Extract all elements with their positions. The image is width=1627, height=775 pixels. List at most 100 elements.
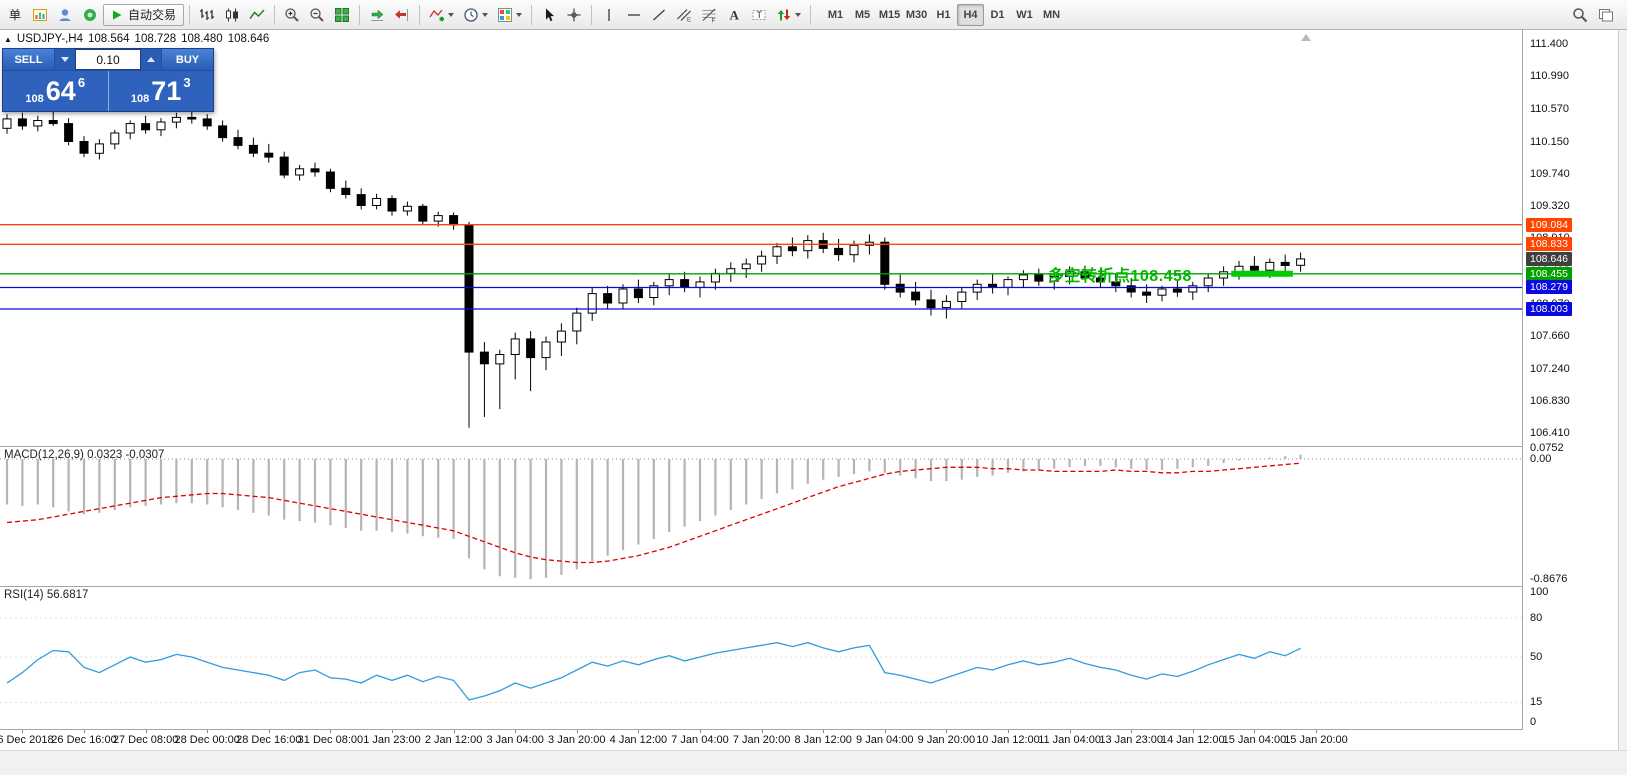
new-order-button[interactable]: 单 — [3, 3, 27, 27]
zoom-in-button[interactable] — [280, 3, 304, 27]
zoom-out-button[interactable] — [305, 3, 329, 27]
arrows-icon — [777, 9, 791, 20]
new-order-label: 单 — [8, 8, 21, 22]
timeframe-w1[interactable]: W1 — [1011, 4, 1038, 26]
panel-separator[interactable] — [0, 446, 1618, 447]
horizontal-line-button[interactable] — [622, 3, 646, 27]
price-badge: 108.833 — [1526, 237, 1572, 252]
volume-increment-button[interactable] — [141, 49, 161, 70]
chevron-down-icon — [516, 12, 523, 17]
macd-scale-tick: -0.8676 — [1530, 573, 1568, 585]
new-window-button[interactable] — [1594, 3, 1618, 27]
time-axis-label: 28 Dec 00:00 — [174, 734, 240, 746]
chart-shift-button[interactable] — [390, 3, 414, 27]
time-tick — [22, 730, 24, 733]
templates-button[interactable] — [493, 3, 526, 27]
timeframe-m15[interactable]: M15 — [876, 4, 903, 26]
bar-chart-button[interactable] — [195, 3, 219, 27]
timeframe-h1[interactable]: H1 — [930, 4, 957, 26]
indicators-button[interactable] — [425, 3, 458, 27]
rsi-panel[interactable]: RSI(14) 56.6817 — [0, 587, 1522, 729]
ask-big-figure: 108 — [130, 93, 150, 105]
time-tick — [1254, 730, 1256, 733]
timeframe-m30[interactable]: M30 — [903, 4, 930, 26]
buy-button[interactable]: BUY — [161, 49, 213, 70]
time-tick — [1069, 730, 1071, 733]
scroll-to-end-marker[interactable] — [1301, 34, 1311, 41]
time-axis-label: 28 Dec 16:00 — [236, 734, 302, 746]
accounts-button[interactable] — [53, 3, 77, 27]
candlestick-chart-button[interactable] — [220, 3, 244, 27]
expert-advisor-icon — [84, 8, 96, 21]
status-bar — [0, 750, 1627, 775]
timeframe-m5[interactable]: M5 — [849, 4, 876, 26]
time-tick — [1192, 730, 1194, 733]
price-badge: 109.084 — [1526, 217, 1572, 232]
rsi-scale-tick: 15 — [1530, 696, 1543, 708]
rsi-canvas[interactable] — [0, 587, 1522, 729]
time-tick — [330, 730, 332, 733]
panel-separator[interactable] — [0, 586, 1618, 587]
search-icon — [1573, 7, 1588, 22]
arrows-tool-button[interactable] — [772, 3, 805, 27]
chevron-up-icon — [147, 57, 155, 62]
rsi-label: RSI(14) 56.6817 — [4, 589, 89, 601]
vertical-scrollbar[interactable] — [1618, 30, 1627, 774]
buy-price-button[interactable]: 108 71 3 — [109, 71, 214, 111]
time-tick — [1008, 730, 1009, 733]
sell-button[interactable]: SELL — [3, 49, 55, 70]
timeframe-mn[interactable]: MN — [1038, 4, 1065, 26]
search-button[interactable] — [1568, 3, 1592, 27]
price-axis[interactable]: 111.400 110.990 110.570 110.150 109.740 109.3… — [1522, 30, 1619, 730]
auto-scroll-button[interactable] — [365, 3, 389, 27]
rsi-scale-tick: 50 — [1530, 651, 1543, 663]
time-tick — [946, 730, 948, 733]
price-tick: 109.320 — [1530, 200, 1570, 213]
sell-price-button[interactable]: 108 64 6 — [3, 71, 109, 111]
time-axis-label: 27 Dec 08:00 — [112, 734, 179, 746]
autotrading-toggle[interactable]: 自动交易 — [103, 3, 185, 26]
time-axis-label: 26 Dec 2018 — [0, 734, 54, 746]
macd-label: MACD(12,26,9) 0.0323 -0.0307 — [4, 449, 165, 461]
time-axis-label: 31 Dec 08:00 — [297, 734, 364, 746]
rsi-scale-tick: 100 — [1530, 586, 1549, 598]
timeframe-d1[interactable]: D1 — [984, 4, 1011, 26]
fibonacci-button[interactable]: F — [697, 3, 721, 27]
time-tick — [268, 730, 270, 733]
time-tick — [453, 730, 455, 733]
tile-windows-button[interactable] — [330, 3, 354, 27]
crosshair-button[interactable] — [562, 3, 586, 27]
time-axis-label: 15 Jan 04:00 — [1222, 734, 1287, 746]
cursor-button[interactable] — [537, 3, 561, 27]
svg-text:F: F — [712, 18, 716, 23]
time-tick — [207, 730, 209, 733]
bid-point: 6 — [77, 75, 86, 90]
chart-annotation[interactable]: 多空转折点108.458 — [1048, 268, 1192, 285]
auto-scroll-icon — [371, 9, 384, 21]
price-badge: 108.003 — [1526, 302, 1572, 316]
macd-canvas[interactable] — [0, 447, 1522, 586]
timeframe-h4[interactable]: H4 — [957, 3, 985, 26]
vertical-line-button[interactable] — [597, 3, 621, 27]
timeframe-m1[interactable]: M1 — [822, 4, 849, 26]
periods-button[interactable] — [459, 3, 492, 27]
trendline-button[interactable] — [647, 3, 671, 27]
time-axis-label: 3 Jan 04:00 — [486, 734, 544, 746]
main-chart-area[interactable]: ▲ USDJPY-,H4 108.564 108.728 108.480 108… — [0, 30, 1522, 446]
macd-panel[interactable]: MACD(12,26,9) 0.0323 -0.0307 — [0, 447, 1522, 586]
chart-shift-icon — [395, 8, 409, 21]
line-chart-button[interactable] — [245, 3, 269, 27]
price-badge: 108.279 — [1526, 280, 1572, 295]
time-axis-label: 7 Jan 04:00 — [671, 734, 729, 746]
main-chart-canvas[interactable] — [0, 30, 1522, 446]
equidistant-channel-button[interactable]: E — [672, 3, 696, 27]
volume-input[interactable] — [75, 49, 141, 70]
text-tool-button[interactable]: A — [722, 3, 746, 27]
time-axis-label: 14 Jan 12:00 — [1160, 734, 1225, 746]
expert-advisors-button[interactable] — [78, 3, 102, 27]
new-chart-button[interactable] — [28, 3, 52, 27]
label-tool-button[interactable]: T — [747, 3, 771, 27]
volume-decrement-button[interactable] — [55, 49, 75, 70]
time-tick — [84, 730, 85, 733]
